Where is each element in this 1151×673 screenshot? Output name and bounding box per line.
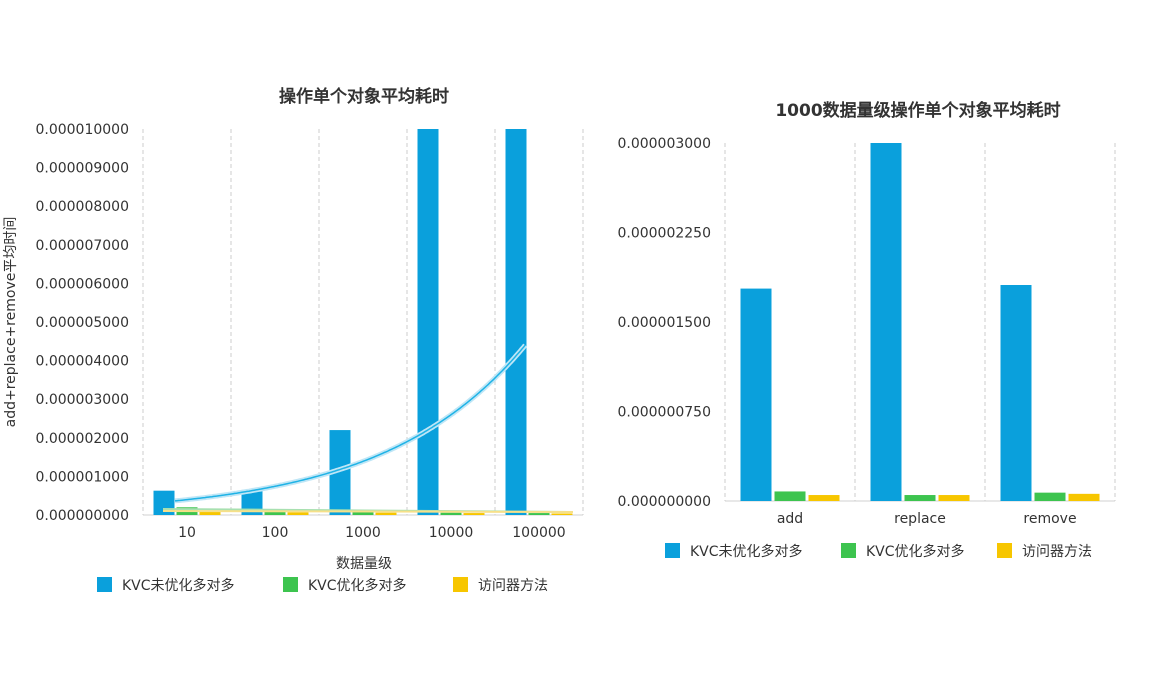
- left-chart-legend-label: KVC优化多对多: [308, 577, 407, 594]
- left-chart-y-tick-label: 0.000007000: [35, 238, 129, 254]
- right-chart: 1000数据量级操作单个对象平均耗时 0.000000000 0.00000075…: [617, 100, 1116, 560]
- left-chart-bar: [352, 511, 374, 515]
- right-chart-legend-swatch: [665, 543, 680, 558]
- left-chart-legend-label: KVC未优化多对多: [122, 577, 235, 594]
- right-chart-x-tick-label: remove: [1023, 511, 1076, 527]
- left-chart-y-ticks: 0.000000000 0.000001000 0.000002000 0.00000…: [35, 122, 129, 524]
- left-chart-bar: [417, 129, 439, 515]
- right-chart-y-ticks: 0.000000000 0.000000750 0.000001500 0.00000…: [617, 136, 711, 510]
- left-chart-trendline: [162, 343, 574, 513]
- right-chart-y-tick-label: 0.000000000: [617, 494, 711, 510]
- left-chart-bar: [264, 511, 286, 515]
- right-chart-legend-label: KVC优化多对多: [866, 543, 965, 560]
- right-chart-y-tick-label: 0.000003000: [617, 136, 711, 152]
- left-chart-bar: [551, 513, 573, 515]
- left-chart: 操作单个对象平均耗时 数据量级 add+replace+remove平均时间 0…: [3, 86, 584, 594]
- right-chart-y-tick-label: 0.000000750: [617, 405, 711, 421]
- right-chart-bars: [740, 143, 1100, 501]
- right-chart-bar: [740, 288, 772, 501]
- right-chart-x-tick-label: replace: [894, 511, 946, 527]
- right-chart-grid: [724, 143, 1116, 502]
- left-chart-legend-swatch: [453, 577, 468, 592]
- right-chart-x-tick-label: add: [777, 511, 803, 527]
- right-chart-legend-swatch: [841, 543, 856, 558]
- left-chart-legend: KVC未优化多对多 KVC优化多对多 访问器方法: [97, 577, 548, 594]
- right-chart-bar: [1000, 285, 1032, 501]
- right-chart-legend: KVC未优化多对多 KVC优化多对多 访问器方法: [665, 543, 1092, 560]
- left-chart-x-tick-label: 1000: [345, 525, 381, 541]
- right-chart-title: 1000数据量级操作单个对象平均耗时: [775, 100, 1060, 121]
- left-chart-x-tick-label: 100000: [512, 525, 565, 541]
- right-chart-bar: [904, 495, 936, 501]
- left-chart-bar: [287, 512, 309, 515]
- left-chart-xlabel: 数据量级: [336, 556, 392, 572]
- left-chart-bar: [463, 513, 485, 515]
- right-chart-bar: [1034, 492, 1066, 501]
- right-chart-legend-swatch: [997, 543, 1012, 558]
- right-chart-legend-label: KVC未优化多对多: [690, 543, 803, 560]
- left-chart-legend-swatch: [283, 577, 298, 592]
- right-chart-bar: [774, 491, 806, 501]
- right-chart-y-tick-label: 0.000001500: [617, 315, 711, 331]
- left-chart-bar: [329, 430, 351, 515]
- left-chart-y-tick-label: 0.000000000: [35, 508, 129, 524]
- left-chart-ylabel: add+replace+remove平均时间: [3, 217, 19, 428]
- left-chart-y-tick-label: 0.000010000: [35, 122, 129, 138]
- left-chart-x-tick-label: 10000: [429, 525, 474, 541]
- right-chart-legend-label: 访问器方法: [1022, 544, 1092, 560]
- left-chart-trendline-accessor: [162, 510, 574, 513]
- right-chart-bar: [1068, 493, 1100, 501]
- left-chart-y-tick-label: 0.000006000: [35, 276, 129, 292]
- left-chart-x-tick-label: 10: [178, 525, 196, 541]
- left-chart-x-tick-label: 100: [262, 525, 289, 541]
- left-chart-bar: [375, 512, 397, 515]
- right-chart-y-tick-label: 0.000002250: [617, 226, 711, 242]
- left-chart-y-tick-label: 0.000004000: [35, 354, 129, 370]
- left-chart-legend-swatch: [97, 577, 112, 592]
- left-chart-y-tick-label: 0.000009000: [35, 161, 129, 177]
- left-chart-legend-label: 访问器方法: [478, 578, 548, 594]
- right-chart-bar: [808, 495, 840, 501]
- left-chart-y-tick-label: 0.000005000: [35, 315, 129, 331]
- right-chart-bar: [870, 143, 902, 501]
- left-chart-y-tick-label: 0.000001000: [35, 469, 129, 485]
- left-chart-bar: [505, 129, 527, 515]
- left-chart-title: 操作单个对象平均耗时: [279, 86, 449, 107]
- right-chart-x-ticks: add replace remove: [777, 511, 1077, 527]
- left-chart-y-tick-label: 0.000008000: [35, 199, 129, 215]
- left-chart-y-tick-label: 0.000003000: [35, 392, 129, 408]
- left-chart-trendline-path: [174, 344, 526, 502]
- left-chart-bars: [153, 129, 573, 515]
- left-chart-bar: [199, 511, 221, 515]
- right-chart-bar: [938, 495, 970, 501]
- left-chart-bar: [440, 512, 462, 515]
- left-chart-x-ticks: 10 100 1000 10000 100000: [178, 525, 566, 541]
- left-chart-bar: [528, 513, 550, 515]
- left-chart-y-tick-label: 0.000002000: [35, 431, 129, 447]
